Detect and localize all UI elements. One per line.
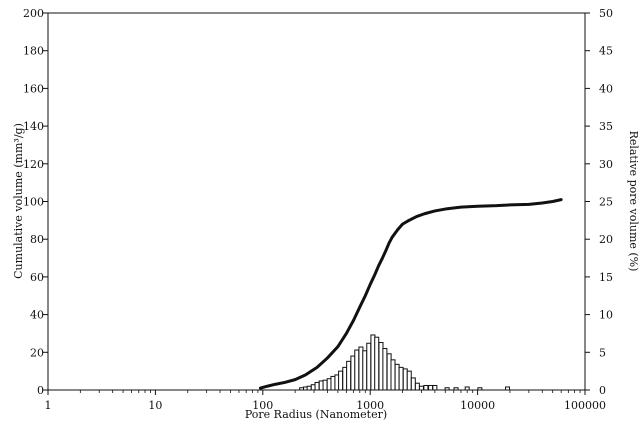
relative-volume-bar-6	[322, 379, 328, 391]
right-y-axis-title: Relative pore volume (%)	[627, 131, 640, 272]
x-tick-label-5: 100000	[564, 399, 606, 412]
right-y-tick-label-0: 0	[599, 384, 606, 397]
relative-volume-bar-2	[306, 385, 312, 391]
relative-volume-bar-19	[374, 336, 380, 391]
plot-frame	[47, 12, 586, 391]
relative-volume-bar-37	[477, 387, 483, 391]
axes: 1 10 100 1000 10000 1000000204060801001201401…	[23, 7, 613, 412]
relative-volume-bar-34	[444, 387, 450, 391]
x-tick-label-1: 10	[148, 399, 162, 412]
relative-volume-bar-29	[414, 382, 420, 391]
relative-volume-bars	[299, 334, 511, 391]
right-y-tick-label-1: 5	[599, 346, 606, 359]
relative-volume-bar-26	[402, 368, 408, 391]
left-y-tick-label-3: 60	[30, 271, 44, 284]
right-y-tick-label-9: 45	[599, 45, 613, 58]
relative-volume-bar-24	[394, 363, 400, 391]
right-y-tick-label-5: 25	[599, 196, 613, 209]
x-tick-label-2: 100	[252, 399, 273, 412]
relative-volume-bar-23	[390, 359, 396, 391]
relative-volume-bar-17	[366, 342, 372, 391]
left-y-tick-label-8: 160	[23, 82, 44, 95]
relative-volume-bar-31	[423, 384, 429, 391]
relative-volume-bar-10	[338, 370, 344, 391]
relative-volume-bar-16	[362, 350, 368, 391]
relative-volume-bar-4	[314, 381, 320, 391]
x-tick-label-3: 1000	[356, 399, 384, 412]
left-y-tick-label-1: 20	[30, 346, 44, 359]
left-y-tick-label-4: 80	[30, 233, 44, 246]
right-y-tick-label-8: 40	[599, 82, 613, 95]
left-y-tick-label-10: 200	[23, 7, 44, 20]
left-y-tick-label-9: 180	[23, 45, 44, 58]
relative-volume-bar-12	[346, 360, 352, 391]
relative-volume-bar-27	[406, 370, 412, 391]
right-y-tick-label-6: 30	[599, 158, 613, 171]
left-y-tick-label-7: 140	[23, 120, 44, 133]
right-y-tick-label-3: 15	[599, 271, 613, 284]
left-y-tick-label-0: 0	[37, 384, 44, 397]
right-y-tick-label-10: 50	[599, 7, 613, 20]
relative-volume-bar-35	[453, 387, 459, 391]
left-y-tick-label-5: 100	[23, 196, 44, 209]
relative-volume-bar-28	[410, 377, 416, 391]
relative-volume-bar-33	[432, 384, 438, 391]
relative-volume-bar-8	[330, 375, 336, 391]
x-tick-label-4: 10000	[460, 399, 495, 412]
relative-volume-bar-38	[505, 386, 511, 391]
relative-volume-bar-36	[464, 386, 470, 391]
relative-volume-bar-32	[428, 384, 434, 391]
relative-volume-bar-30	[418, 385, 424, 391]
right-y-tick-label-2: 10	[599, 309, 613, 322]
left-y-axis-title: Cumulative volume (mm³/g)	[12, 123, 25, 279]
relative-volume-bar-25	[398, 366, 404, 391]
x-axis-title: Pore Radius (Nanometer)	[245, 408, 387, 421]
relative-volume-bar-21	[382, 348, 388, 391]
left-y-tick-label-6: 120	[23, 158, 44, 171]
cumulative-volume-curve	[258, 198, 563, 390]
right-y-tick-label-7: 35	[599, 120, 613, 133]
relative-volume-bar-14	[354, 349, 360, 391]
left-y-tick-label-2: 40	[30, 309, 44, 322]
right-y-tick-label-4: 20	[599, 233, 613, 246]
x-tick-label-0: 1	[45, 399, 52, 412]
